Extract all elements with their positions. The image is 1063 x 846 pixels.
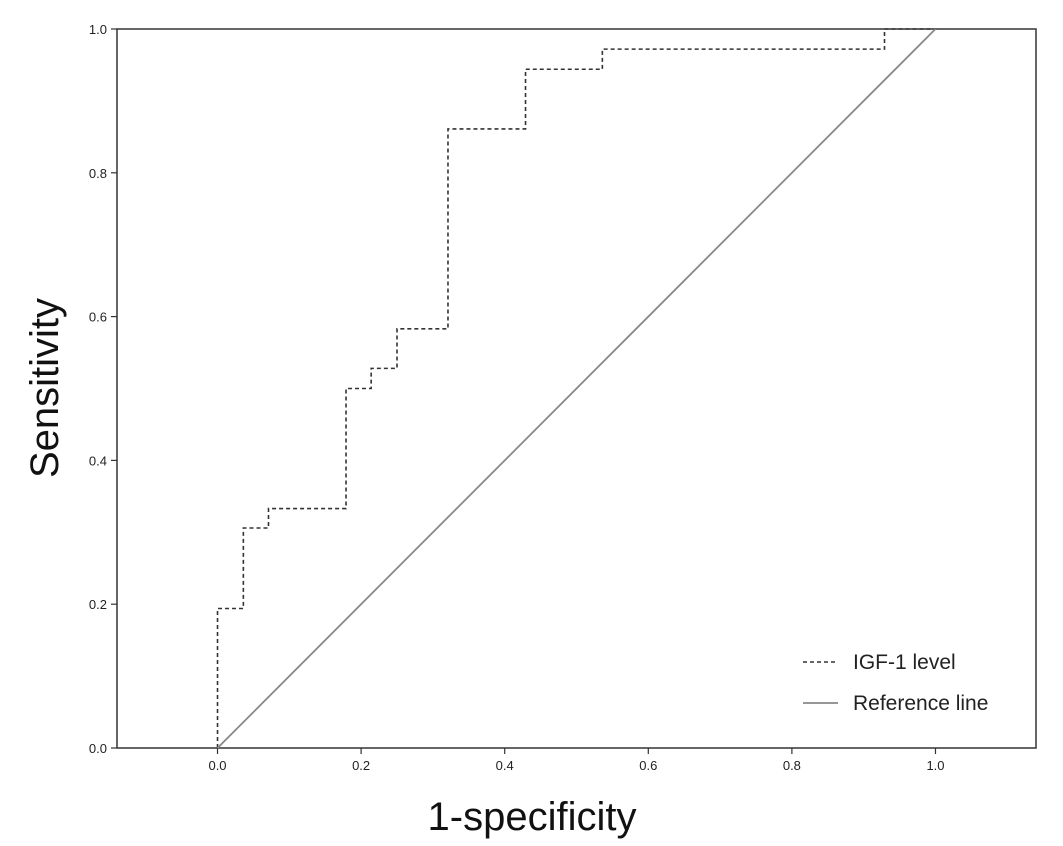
x-axis-ticks: 0.0 0.2 0.4 0.6 0.8 1.0 <box>208 748 945 773</box>
x-tick-label: 0.8 <box>783 758 801 773</box>
x-tick-label: 0.0 <box>208 758 226 773</box>
series-layer <box>216 28 937 749</box>
x-tick-label: 1.0 <box>926 758 944 773</box>
x-axis-title: 1-specificity <box>428 795 637 839</box>
y-axis-ticks: 0.0 0.2 0.4 0.6 0.8 1.0 <box>89 22 117 756</box>
y-axis-title: Sensitivity <box>23 298 67 478</box>
x-tick-label: 0.2 <box>352 758 370 773</box>
roc-curve-igf1 <box>216 28 936 748</box>
y-tick-label: 0.2 <box>89 597 107 612</box>
y-tick-label: 0.6 <box>89 310 107 325</box>
x-tick-label: 0.6 <box>639 758 657 773</box>
legend-label-reference: Reference line <box>853 692 988 715</box>
reference-line <box>216 28 937 749</box>
legend-label-igf1: IGF-1 level <box>853 651 956 674</box>
y-tick-label: 1.0 <box>89 22 107 37</box>
legend: IGF-1 level Reference line <box>803 651 988 715</box>
y-tick-label: 0.4 <box>89 453 107 468</box>
x-tick-label: 0.4 <box>496 758 514 773</box>
y-tick-label: 0.0 <box>89 741 107 756</box>
y-tick-label: 0.8 <box>89 166 107 181</box>
plot-frame <box>116 28 1037 749</box>
